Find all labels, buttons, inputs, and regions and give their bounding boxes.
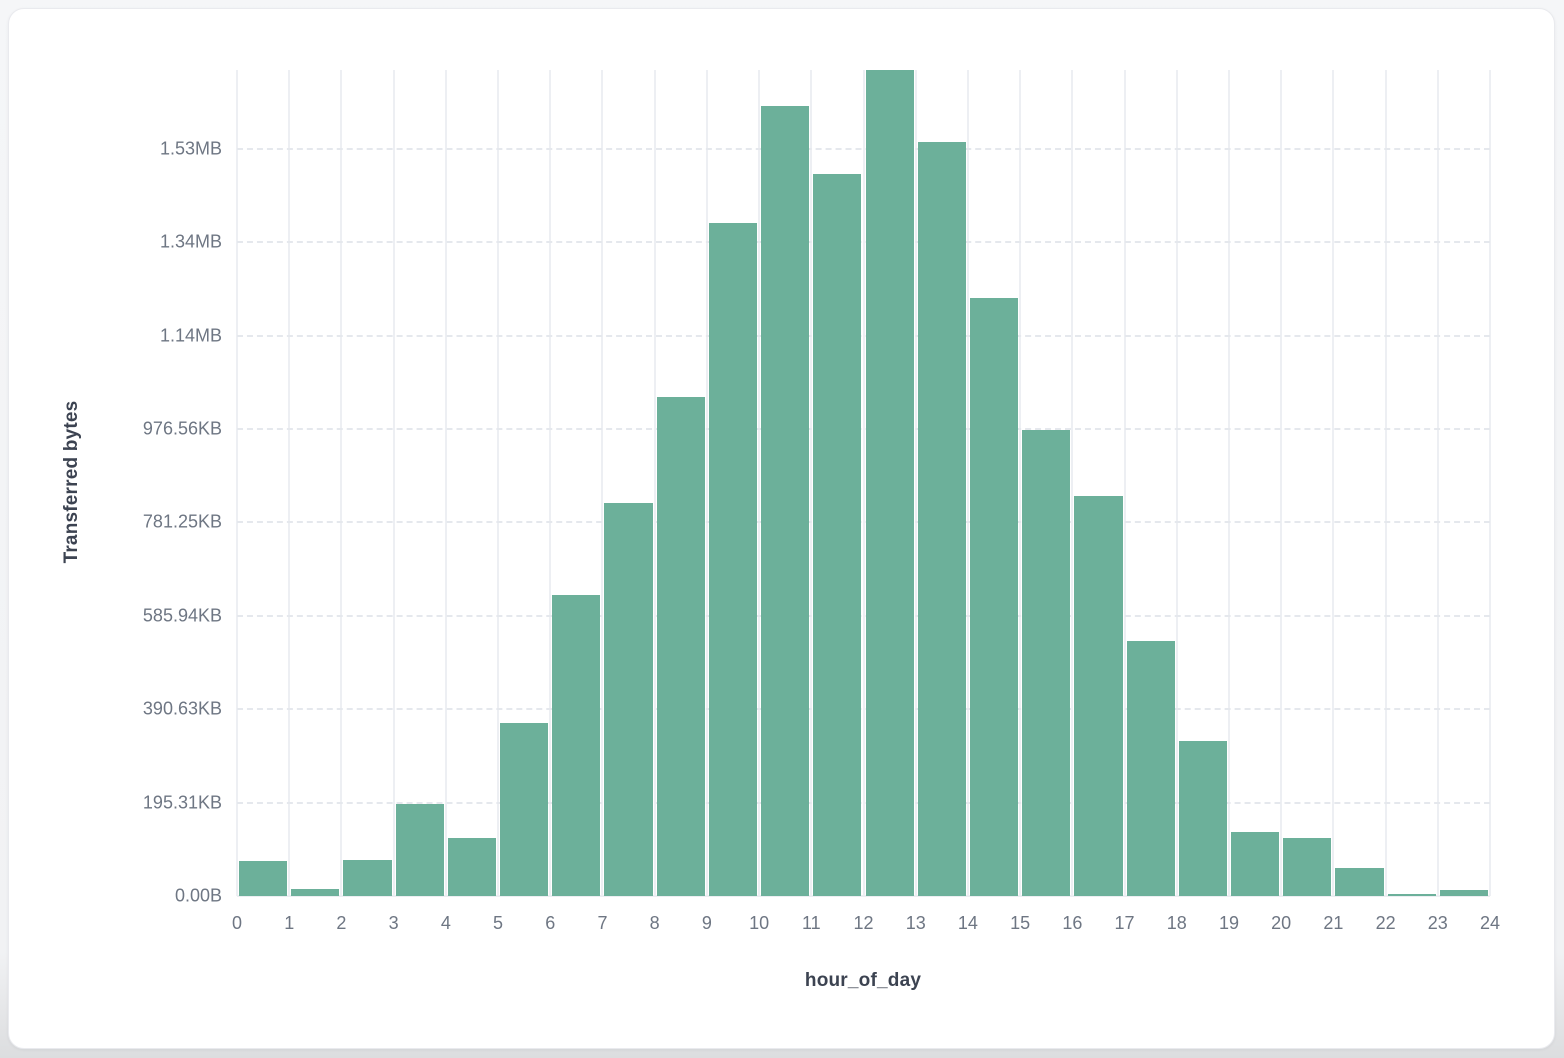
histogram-bar[interactable]: [917, 142, 966, 896]
x-tick-label: 5: [493, 913, 504, 933]
v-gridline: [288, 70, 291, 896]
h-gridline: [237, 334, 1490, 337]
h-gridline: [237, 895, 1490, 897]
v-gridline: [497, 70, 500, 896]
v-gridline: [1019, 70, 1022, 896]
x-tick-label: 9: [701, 913, 712, 933]
histogram-bar[interactable]: [552, 595, 601, 896]
y-tick-label: 1.53MB: [159, 138, 222, 159]
x-tick-label: 23: [1427, 913, 1448, 933]
x-tick-label: 22: [1375, 913, 1396, 933]
histogram-bar[interactable]: [447, 837, 497, 896]
x-tick-label: 7: [597, 913, 608, 933]
histogram-bar[interactable]: [813, 174, 862, 896]
histogram-bar[interactable]: [343, 859, 392, 896]
x-tick-label: 0: [231, 913, 242, 933]
y-tick-label: 585.94KB: [142, 605, 222, 626]
h-gridline: [237, 708, 1490, 711]
histogram-bar[interactable]: [969, 298, 1019, 896]
y-tick-label: 781.25KB: [142, 511, 222, 532]
h-gridline: [237, 614, 1490, 617]
x-tick-label: 8: [649, 913, 660, 933]
v-gridline: [862, 70, 865, 896]
x-tick-label: 17: [1114, 913, 1135, 933]
h-gridline: [237, 521, 1490, 524]
x-tick-label: 3: [388, 913, 399, 933]
v-gridline: [1123, 70, 1126, 896]
v-gridline: [1384, 70, 1387, 896]
x-tick-label: 14: [957, 913, 978, 933]
h-gridline: [237, 241, 1490, 244]
v-gridline: [914, 70, 917, 896]
v-gridline: [601, 70, 604, 896]
v-gridline: [705, 70, 708, 896]
histogram-bar[interactable]: [1074, 496, 1123, 896]
x-axis-title: hour_of_day: [804, 970, 922, 991]
y-tick-label: 1.34MB: [159, 231, 222, 252]
histogram-bar[interactable]: [395, 803, 444, 896]
v-gridline: [810, 70, 813, 896]
histogram-bar[interactable]: [865, 70, 914, 896]
y-tick-label: 0.00B: [174, 885, 222, 906]
histogram-bar[interactable]: [1439, 889, 1488, 896]
v-gridline: [236, 70, 238, 896]
v-gridline: [444, 70, 447, 896]
x-tick-label: 12: [853, 913, 874, 933]
h-gridline: [237, 801, 1490, 804]
histogram-bar[interactable]: [656, 397, 705, 896]
x-tick-label: 4: [440, 913, 451, 933]
v-gridline: [1280, 70, 1283, 896]
histogram-bar[interactable]: [1283, 837, 1332, 896]
x-tick-label: 15: [1010, 913, 1031, 933]
v-gridline: [340, 70, 343, 896]
x-tick-label: 20: [1271, 913, 1292, 933]
h-gridline: [237, 428, 1490, 431]
v-gridline: [1071, 70, 1074, 896]
histogram-bar[interactable]: [761, 105, 810, 896]
histogram-bar[interactable]: [239, 861, 288, 896]
v-gridline: [653, 70, 656, 896]
y-tick-label: 1.14MB: [159, 325, 222, 346]
histogram-bar[interactable]: [500, 723, 549, 896]
h-gridline: [237, 147, 1490, 150]
x-tick-label: 13: [905, 913, 926, 933]
v-gridline: [1175, 70, 1178, 896]
x-tick-label: 1: [284, 913, 295, 933]
x-tick-label: 10: [749, 913, 770, 933]
y-tick-label: 390.63KB: [142, 698, 222, 719]
y-tick-label: 976.56KB: [142, 418, 222, 439]
v-gridline: [549, 70, 552, 896]
v-gridline: [392, 70, 395, 896]
histogram-bar[interactable]: [1178, 740, 1227, 896]
x-tick-label: 21: [1323, 913, 1344, 933]
v-gridline: [1436, 70, 1439, 896]
histogram-bar[interactable]: [1230, 831, 1280, 896]
x-tick-label: 24: [1479, 913, 1501, 933]
histogram-bar[interactable]: [1022, 430, 1071, 896]
v-gridline: [758, 70, 761, 896]
histogram-bar[interactable]: [604, 503, 653, 896]
v-gridline: [966, 70, 969, 896]
v-gridline: [1332, 70, 1335, 896]
histogram-bar[interactable]: [1335, 868, 1384, 896]
histogram-bar[interactable]: [1126, 640, 1175, 896]
x-tick-label: 6: [545, 913, 556, 933]
x-tick-label: 19: [1218, 913, 1239, 933]
x-tick-label: 11: [801, 913, 821, 933]
histogram-bar[interactable]: [1387, 893, 1436, 896]
x-tick-label: 18: [1166, 913, 1187, 933]
y-tick-label: 195.31KB: [142, 792, 222, 813]
histogram-bar[interactable]: [708, 223, 758, 896]
v-gridline: [1227, 70, 1230, 896]
v-gridline: [1489, 70, 1491, 896]
x-tick-label: 16: [1062, 913, 1083, 933]
histogram-bar[interactable]: [291, 888, 340, 896]
plot-area: [236, 70, 1491, 897]
x-tick-label: 2: [336, 913, 347, 933]
